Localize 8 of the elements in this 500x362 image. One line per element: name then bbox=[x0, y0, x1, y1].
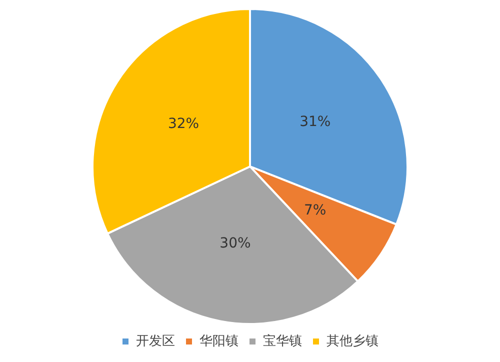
data-label: 30% bbox=[220, 235, 251, 252]
legend-label: 其他乡镇 bbox=[326, 334, 378, 349]
data-label: 32% bbox=[168, 116, 200, 132]
data-label: 7% bbox=[304, 202, 326, 218]
data-label: 31% bbox=[300, 114, 331, 130]
legend-label: 华阳镇 bbox=[200, 334, 238, 349]
legend-label: 宝华镇 bbox=[263, 332, 302, 349]
legend-label: 开发区 bbox=[136, 334, 175, 349]
